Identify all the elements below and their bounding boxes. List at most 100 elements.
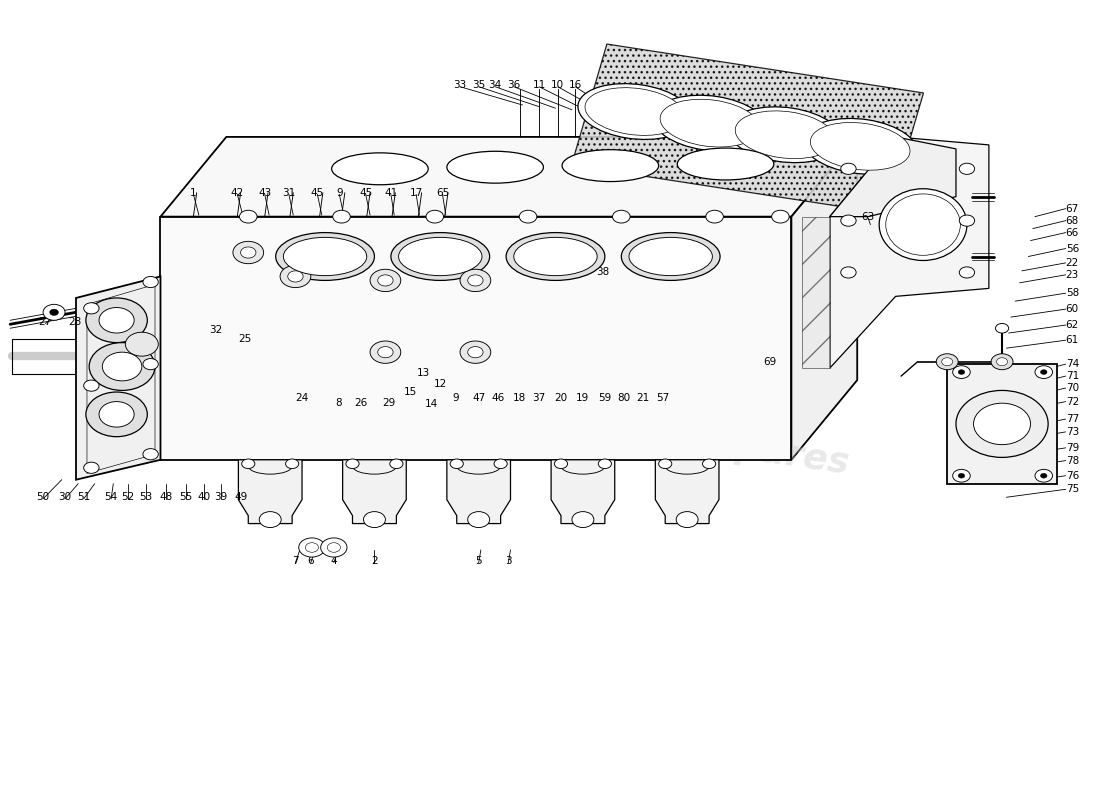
- Text: 9: 9: [336, 188, 342, 198]
- Polygon shape: [829, 137, 956, 217]
- Circle shape: [468, 512, 490, 527]
- Text: 77: 77: [1066, 414, 1079, 424]
- Text: 62: 62: [1066, 320, 1079, 330]
- Polygon shape: [947, 364, 1057, 484]
- Circle shape: [494, 459, 507, 469]
- Circle shape: [676, 512, 698, 527]
- Text: 43: 43: [258, 188, 272, 198]
- Circle shape: [280, 266, 311, 287]
- Text: 64: 64: [898, 212, 911, 222]
- Text: 59: 59: [598, 394, 612, 403]
- Text: 60: 60: [1066, 304, 1079, 314]
- Text: 47: 47: [472, 394, 485, 403]
- Polygon shape: [802, 217, 829, 368]
- Circle shape: [306, 542, 319, 552]
- Circle shape: [1035, 366, 1053, 378]
- Polygon shape: [447, 460, 510, 523]
- Text: 51: 51: [77, 492, 90, 502]
- Circle shape: [143, 277, 158, 287]
- Circle shape: [460, 270, 491, 291]
- Text: 24: 24: [296, 394, 309, 403]
- Text: 68: 68: [1066, 216, 1079, 226]
- Text: 57: 57: [657, 394, 670, 403]
- Circle shape: [345, 459, 359, 469]
- Polygon shape: [656, 460, 719, 523]
- Ellipse shape: [506, 233, 605, 281]
- Circle shape: [86, 392, 147, 437]
- Circle shape: [936, 354, 958, 370]
- Text: 5: 5: [475, 556, 482, 566]
- Text: 16: 16: [569, 80, 582, 90]
- Circle shape: [370, 341, 400, 363]
- Text: 41: 41: [384, 188, 397, 198]
- Circle shape: [43, 304, 65, 320]
- Circle shape: [321, 538, 346, 557]
- Text: 3: 3: [505, 556, 512, 566]
- Text: 58: 58: [1066, 288, 1079, 298]
- Circle shape: [468, 275, 483, 286]
- Text: 45: 45: [359, 188, 372, 198]
- Ellipse shape: [886, 194, 960, 255]
- Circle shape: [598, 459, 612, 469]
- Text: 9: 9: [452, 394, 459, 403]
- Circle shape: [99, 402, 134, 427]
- Circle shape: [389, 459, 403, 469]
- Text: 31: 31: [283, 188, 296, 198]
- Text: 74: 74: [1066, 359, 1079, 369]
- Text: 30: 30: [58, 492, 72, 502]
- Circle shape: [958, 370, 965, 374]
- Circle shape: [659, 459, 672, 469]
- Text: 1: 1: [190, 188, 197, 198]
- Text: 20: 20: [554, 394, 568, 403]
- Polygon shape: [551, 460, 615, 523]
- Text: 50: 50: [36, 492, 50, 502]
- Text: 15: 15: [404, 387, 417, 397]
- Polygon shape: [76, 277, 161, 480]
- Text: 72: 72: [1066, 397, 1079, 406]
- Circle shape: [89, 342, 155, 390]
- Circle shape: [377, 275, 393, 286]
- Polygon shape: [239, 460, 302, 523]
- Ellipse shape: [803, 118, 917, 174]
- Text: 76: 76: [1066, 470, 1079, 481]
- Text: 80: 80: [617, 394, 630, 403]
- Circle shape: [143, 449, 158, 460]
- Text: 4: 4: [330, 556, 338, 566]
- Text: 10: 10: [551, 80, 564, 90]
- Ellipse shape: [447, 151, 543, 183]
- Text: 55: 55: [179, 492, 192, 502]
- Ellipse shape: [879, 189, 967, 261]
- Text: 65: 65: [436, 188, 449, 198]
- Circle shape: [370, 270, 400, 291]
- Text: 32: 32: [209, 325, 222, 335]
- Circle shape: [959, 163, 975, 174]
- Polygon shape: [829, 137, 989, 368]
- Polygon shape: [342, 460, 406, 523]
- Circle shape: [84, 462, 99, 474]
- Text: 71: 71: [1066, 371, 1079, 381]
- Circle shape: [426, 210, 443, 223]
- Ellipse shape: [735, 111, 835, 158]
- Text: 28: 28: [68, 317, 81, 327]
- Circle shape: [242, 459, 255, 469]
- Circle shape: [959, 267, 975, 278]
- Ellipse shape: [811, 122, 910, 170]
- Ellipse shape: [660, 99, 760, 147]
- Text: 40: 40: [198, 492, 211, 502]
- Circle shape: [703, 459, 716, 469]
- Circle shape: [997, 358, 1008, 366]
- Text: 61: 61: [1066, 335, 1079, 346]
- Text: 27: 27: [39, 317, 52, 327]
- Ellipse shape: [562, 150, 659, 182]
- Circle shape: [1041, 474, 1047, 478]
- Circle shape: [233, 242, 264, 264]
- Text: 33: 33: [453, 80, 466, 90]
- Text: 17: 17: [409, 188, 422, 198]
- Ellipse shape: [398, 238, 482, 276]
- Text: 12: 12: [433, 379, 447, 389]
- Text: 29: 29: [382, 398, 395, 408]
- Ellipse shape: [284, 238, 366, 276]
- Circle shape: [299, 538, 326, 557]
- Text: 13: 13: [417, 368, 430, 378]
- Circle shape: [86, 298, 147, 342]
